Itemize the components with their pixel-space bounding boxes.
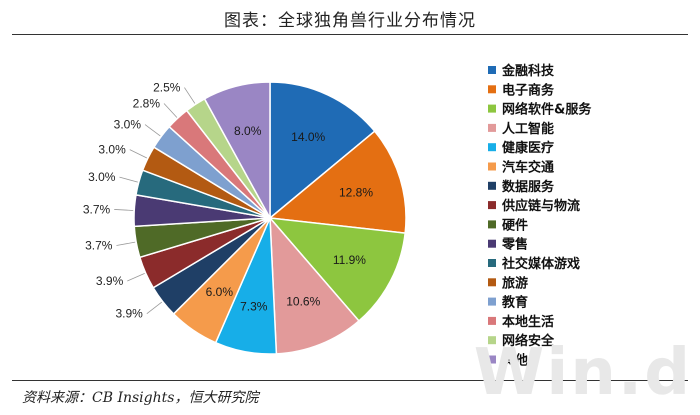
legend-swatch: [488, 220, 496, 229]
leader-line: [119, 176, 138, 183]
legend-swatch: [488, 355, 496, 364]
legend-label: 金融科技: [501, 63, 555, 79]
bottom-rule: [12, 380, 688, 381]
legend-swatch: [488, 66, 496, 74]
legend-swatch: [488, 278, 496, 287]
data-label: 2.5%: [153, 81, 181, 95]
leader-line: [144, 124, 161, 137]
leader-line: [163, 103, 178, 118]
watermark: Win.d: [473, 336, 692, 410]
slice-2: [268, 130, 407, 234]
legend-swatch: [488, 162, 496, 171]
legend-swatch: [488, 143, 496, 152]
data-labels: 14.0% 12.8% 11.9% 10.6% 7.3% 6.0% 3.9% 3.9% 3.7%…: [83, 81, 373, 321]
data-label: 8.0%: [234, 124, 262, 138]
legend-label: 其他: [502, 353, 528, 369]
legend-label: 本地生活: [502, 314, 554, 330]
legend-label: 零售: [501, 237, 528, 253]
data-label: 3.0%: [114, 118, 142, 132]
leader-line: [129, 149, 148, 159]
legend-label: 人工智能: [502, 121, 554, 137]
data-label: 3.0%: [98, 143, 126, 157]
legend-label: 硬件: [502, 217, 528, 233]
legend-label: 供应链与物流: [501, 198, 580, 214]
legend-swatch: [488, 239, 496, 248]
legend-swatch: [488, 259, 496, 267]
slice-4: [269, 215, 360, 355]
data-label: 3.9%: [96, 274, 124, 288]
leader-line: [116, 241, 136, 246]
slice-3: [268, 217, 406, 322]
leader-line: [127, 272, 145, 282]
leader-line: [146, 301, 163, 315]
pie-slices: [133, 81, 407, 355]
leader-lines: [114, 87, 196, 315]
source-note: 资料来源：CB Insights，恒大研究院: [22, 390, 259, 406]
top-rule: [12, 34, 688, 35]
leader-line: [114, 209, 134, 211]
data-label: 6.0%: [206, 285, 234, 299]
data-label: 14.0%: [291, 130, 325, 144]
legend-label: 健康医疗: [502, 140, 554, 156]
legend-swatch: [488, 123, 496, 132]
legend-swatch: [488, 336, 496, 345]
legend-label: 社交媒体游戏: [501, 256, 580, 272]
legend-swatch: [488, 201, 496, 210]
legend-label: 汽车交通: [502, 160, 554, 176]
chart-title: 图表：全球独角兽行业分布情况: [224, 11, 476, 31]
data-label: 11.9%: [333, 253, 366, 267]
legend-label: 数据服务: [502, 179, 555, 195]
data-label: 10.6%: [286, 294, 320, 308]
slice-16: [203, 81, 271, 219]
data-label: 12.8%: [339, 185, 373, 199]
data-label: 3.7%: [85, 239, 113, 253]
legend-label: 网络软件&服务: [502, 102, 592, 118]
legend-swatch: [488, 104, 496, 113]
legend: 金融科技电子商务网络软件&服务人工智能健康医疗汽车交通数据服务供应链与物流硬件零…: [488, 63, 592, 369]
legend-label: 电子商务: [502, 82, 555, 98]
legend-swatch: [488, 316, 496, 325]
data-label: 3.0%: [88, 170, 116, 184]
legend-swatch: [488, 297, 496, 306]
leader-line: [184, 87, 196, 104]
slice-1: [269, 81, 376, 220]
data-label: 2.8%: [133, 97, 161, 111]
legend-swatch: [488, 85, 496, 94]
data-label: 7.3%: [240, 299, 268, 313]
legend-label: 旅游: [502, 275, 528, 291]
legend-label: 教育: [501, 295, 528, 311]
legend-swatch: [488, 181, 496, 190]
data-label: 3.9%: [115, 307, 143, 321]
legend-label: 网络安全: [502, 333, 555, 349]
data-label: 3.7%: [83, 202, 111, 216]
